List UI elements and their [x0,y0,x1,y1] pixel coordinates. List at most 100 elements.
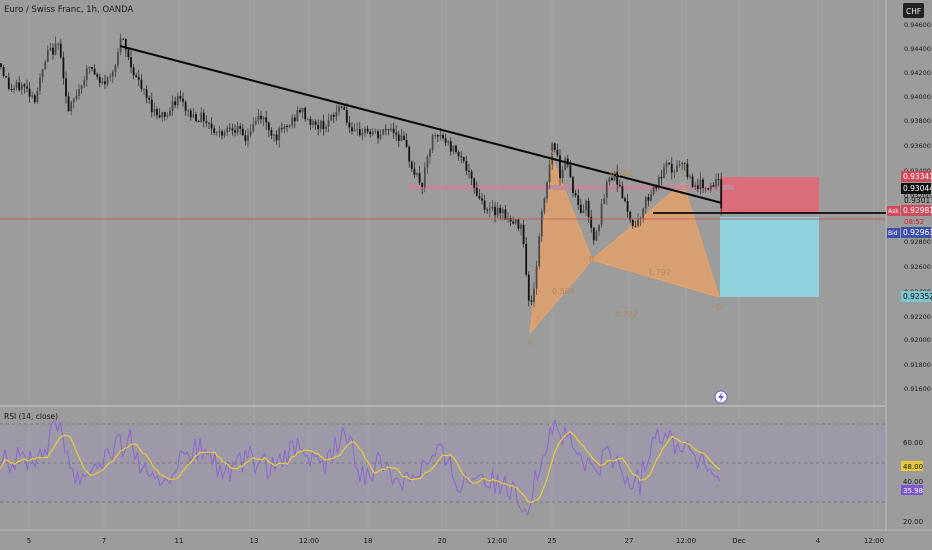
candle-body [26,86,28,89]
candle-body [65,78,67,97]
candle-body [595,231,598,241]
candle-body [148,97,151,100]
candle-body [410,161,413,169]
bid-price: 0.92963 [903,228,932,237]
candle-body [613,171,616,181]
candle-body [252,124,255,132]
candle-body [117,52,119,66]
candle-body [423,167,426,187]
candle-body [670,164,673,173]
target-price-tag [901,291,931,302]
candle-body [143,89,145,91]
candle-body [462,157,465,161]
candle-body [257,115,260,121]
time-tick-label: 25 [548,537,557,545]
candle-body [197,121,200,123]
price-tick-label: 0.93800 [904,117,931,125]
candle-body [156,108,158,116]
take-profit-zone[interactable] [720,217,819,297]
candle-body [39,77,41,91]
candle-body [553,143,556,150]
time-axis[interactable]: 5 7 11 13 12:00 18 20 12:00 25 27 12:00 Dec 4 12:00 [27,537,884,545]
candle-body [364,128,366,134]
candle-body [585,200,587,211]
point-x-label: X [527,338,533,347]
candle-body [605,181,608,199]
candle-body [67,96,70,112]
point-d-label: D [716,303,722,312]
time-tick-label: 12:00 [676,537,696,545]
candle-body [189,110,192,118]
stop-loss-zone[interactable] [720,177,819,214]
candle-body [540,211,543,237]
candle-body [221,131,223,136]
candle-body [166,115,169,117]
bid-tag: Bid [888,230,898,237]
candle-body [0,63,2,67]
candle-body [265,117,268,123]
candle-body [351,127,353,132]
candle-body [228,127,231,129]
candle-body [98,77,101,84]
currency-badge: CHF [906,7,921,16]
ratio-xb-label: 0.508 [552,287,575,296]
candle-body [213,128,216,133]
candle-body [280,128,283,130]
candle-body [384,129,387,131]
candle-body [400,135,403,141]
candle-body [23,84,26,87]
candle-body [439,134,442,137]
candle-body [551,143,554,165]
candle-body [33,95,36,103]
candle-body [533,288,535,302]
candle-body [20,84,23,90]
candle-body [369,131,372,135]
candle-body [694,185,697,188]
candle-body [470,171,473,179]
candle-body [62,57,65,79]
candle-body [293,117,296,122]
rsi-value: 35.98 [903,487,923,495]
current-price: 0.93044 [903,184,932,193]
candle-body [322,120,325,129]
descending-trendline[interactable] [119,45,723,204]
price-tick-label: 0.94200 [904,69,931,77]
candle-body [582,210,585,213]
candle-body [392,128,395,133]
candle-body [574,192,577,196]
candle-body [603,198,606,204]
lightning-glyph [718,392,724,402]
candle-body [548,164,551,183]
candle-body [158,115,161,118]
candle-body [543,198,546,212]
candle-body [28,88,31,97]
candle-body [634,225,637,227]
candle-body [91,66,93,69]
resistance-band[interactable] [408,185,734,190]
candle-body [109,76,112,78]
candle-body [460,156,463,158]
rsi-ma-value-tag [901,461,923,471]
price-tick-label: 0.94400 [904,45,931,53]
candle-body [512,221,515,224]
candle-body [468,170,470,172]
candle-body [301,108,304,113]
currency-badge-bg[interactable] [903,3,924,18]
candle-body [200,112,203,123]
bid-tag-bg [887,228,900,238]
ask-price: 0.92981 [903,206,932,215]
candle-body [275,134,278,141]
candle-body [691,176,694,188]
candle-body [288,125,291,127]
candle-body [611,177,613,181]
candle-body [704,188,707,189]
harmonic-pattern[interactable] [529,157,720,334]
candle-body [210,123,213,129]
candle-body [291,117,294,126]
candle-body [236,126,239,133]
candle-body [145,89,148,98]
symbol-title: Euro / Swiss Franc, 1h, OANDA [4,5,134,15]
candle-body [195,114,197,122]
candle-body [449,141,452,152]
